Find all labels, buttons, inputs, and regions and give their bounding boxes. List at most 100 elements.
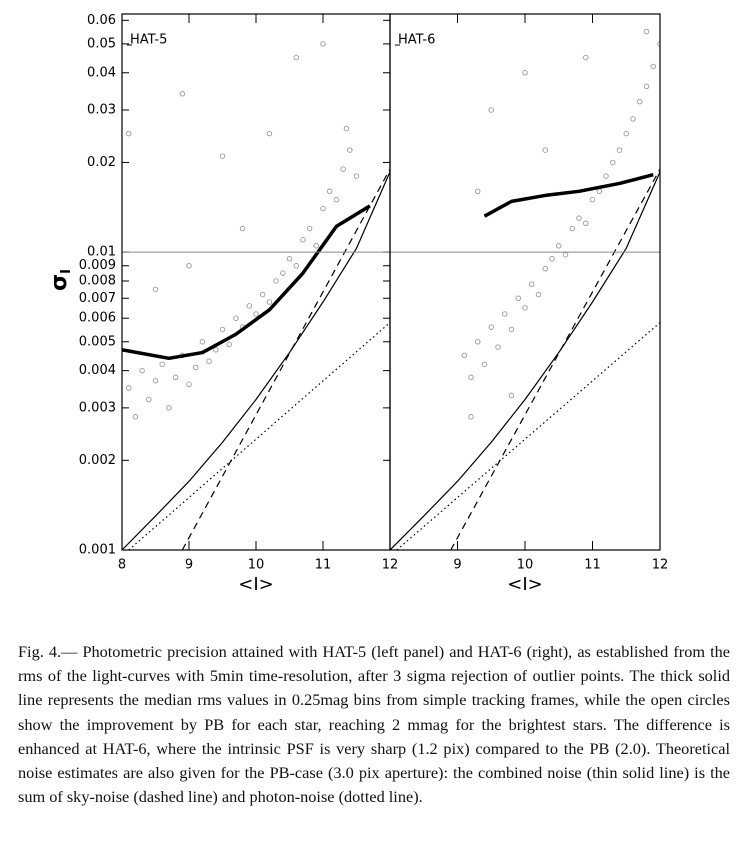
- data-point: [583, 54, 589, 61]
- y-tick-label: 0.002: [79, 453, 116, 468]
- data-point: [481, 361, 488, 368]
- x-axis-label: <I>: [238, 574, 273, 595]
- panel-label: HAT-5: [130, 33, 167, 48]
- line-dotted: [396, 322, 660, 550]
- data-point: [556, 243, 562, 249]
- data-point: [475, 339, 481, 345]
- y-axis-label: σI: [47, 269, 74, 291]
- data-point: [549, 255, 555, 262]
- data-point: [630, 116, 636, 122]
- data-point: [172, 374, 179, 381]
- data-point: [488, 324, 495, 330]
- data-point: [313, 243, 320, 249]
- figure: 0.001 0.002 0.003 0.004 0.005 0.006 0.007 0.008…: [47, 13, 669, 595]
- x-tick-label: 12: [382, 558, 399, 573]
- y-tick-label: 0.001: [79, 543, 116, 558]
- y-tick-label: 0.03: [87, 102, 116, 117]
- data-point: [522, 70, 528, 76]
- x-tick-label: 9: [453, 558, 461, 573]
- data-point: [186, 381, 192, 388]
- x-tick-label: 10: [248, 558, 265, 573]
- data-point: [522, 305, 528, 311]
- data-point: [259, 291, 266, 298]
- data-point: [320, 205, 326, 212]
- plot-area: [390, 28, 660, 550]
- data-point: [576, 215, 582, 221]
- data-point: [643, 28, 650, 35]
- data-point: [286, 255, 293, 262]
- data-point: [650, 63, 657, 70]
- data-point: [461, 352, 468, 359]
- data-point: [508, 326, 515, 333]
- data-point: [495, 344, 501, 350]
- data-point: [300, 237, 306, 243]
- y-tick-label: 0.008: [79, 273, 116, 288]
- data-point: [596, 188, 603, 195]
- y-tick-label: 0.04: [87, 65, 116, 80]
- data-point: [657, 41, 660, 47]
- data-point: [320, 41, 326, 47]
- data-point: [166, 405, 172, 411]
- data-point: [616, 147, 623, 153]
- data-point: [199, 339, 206, 345]
- data-point: [125, 385, 132, 391]
- y-tick-label: 0.007: [79, 291, 116, 306]
- data-point: [623, 130, 630, 137]
- plot-area: [122, 41, 390, 550]
- data-point: [515, 295, 522, 302]
- y-tick-label: 0.06: [87, 13, 116, 28]
- data-point: [326, 188, 333, 195]
- line-solid: [122, 171, 390, 550]
- line-dashed: [181, 168, 390, 550]
- data-point: [125, 130, 132, 137]
- y-axis-symbol: σ: [47, 274, 72, 291]
- data-point: [280, 270, 286, 276]
- data-point: [306, 225, 313, 232]
- data-point: [603, 173, 609, 179]
- data-point: [159, 361, 165, 368]
- data-point: [502, 311, 508, 317]
- y-tick-label: 0.009: [79, 258, 116, 273]
- plot-frame: [389, 13, 661, 551]
- data-point: [293, 262, 299, 269]
- data-point: [233, 315, 239, 321]
- data-point: [246, 303, 253, 309]
- data-point: [132, 414, 139, 420]
- data-point: [219, 153, 226, 159]
- data-point: [239, 225, 246, 232]
- data-point: [535, 291, 542, 298]
- y-tick-label: 0.005: [79, 334, 116, 349]
- data-point: [253, 311, 259, 317]
- data-point: [643, 83, 650, 90]
- x-axis-label: <I>: [507, 574, 542, 595]
- data-point: [192, 364, 199, 371]
- x-tick-label: 11: [584, 558, 601, 573]
- x-tick-label: 9: [185, 558, 193, 573]
- y-tick-label: 0.004: [79, 363, 116, 378]
- line-thick: [483, 172, 654, 218]
- data-point: [353, 173, 360, 179]
- data-point: [589, 196, 596, 203]
- data-point: [347, 147, 353, 153]
- data-point: [186, 262, 192, 269]
- data-point: [508, 392, 515, 399]
- x-tick-label: 10: [517, 558, 534, 573]
- line-solid: [390, 171, 660, 550]
- x-tick-label: 12: [652, 558, 669, 573]
- data-point: [569, 225, 576, 232]
- data-point: [562, 251, 569, 258]
- caption-text: Photometric precision attained with HAT-…: [18, 642, 730, 807]
- data-point: [637, 98, 643, 105]
- data-point: [542, 265, 549, 272]
- x-tick-label: 8: [118, 558, 126, 573]
- data-point: [139, 367, 145, 374]
- data-point: [542, 147, 549, 153]
- y-tick-label: 0.02: [87, 155, 116, 170]
- caption-label: Fig. 4.—: [18, 642, 78, 661]
- y-axis-subscript: I: [59, 269, 74, 274]
- data-point: [213, 347, 219, 353]
- data-point: [488, 107, 495, 113]
- data-point: [219, 326, 226, 333]
- data-point: [610, 159, 616, 166]
